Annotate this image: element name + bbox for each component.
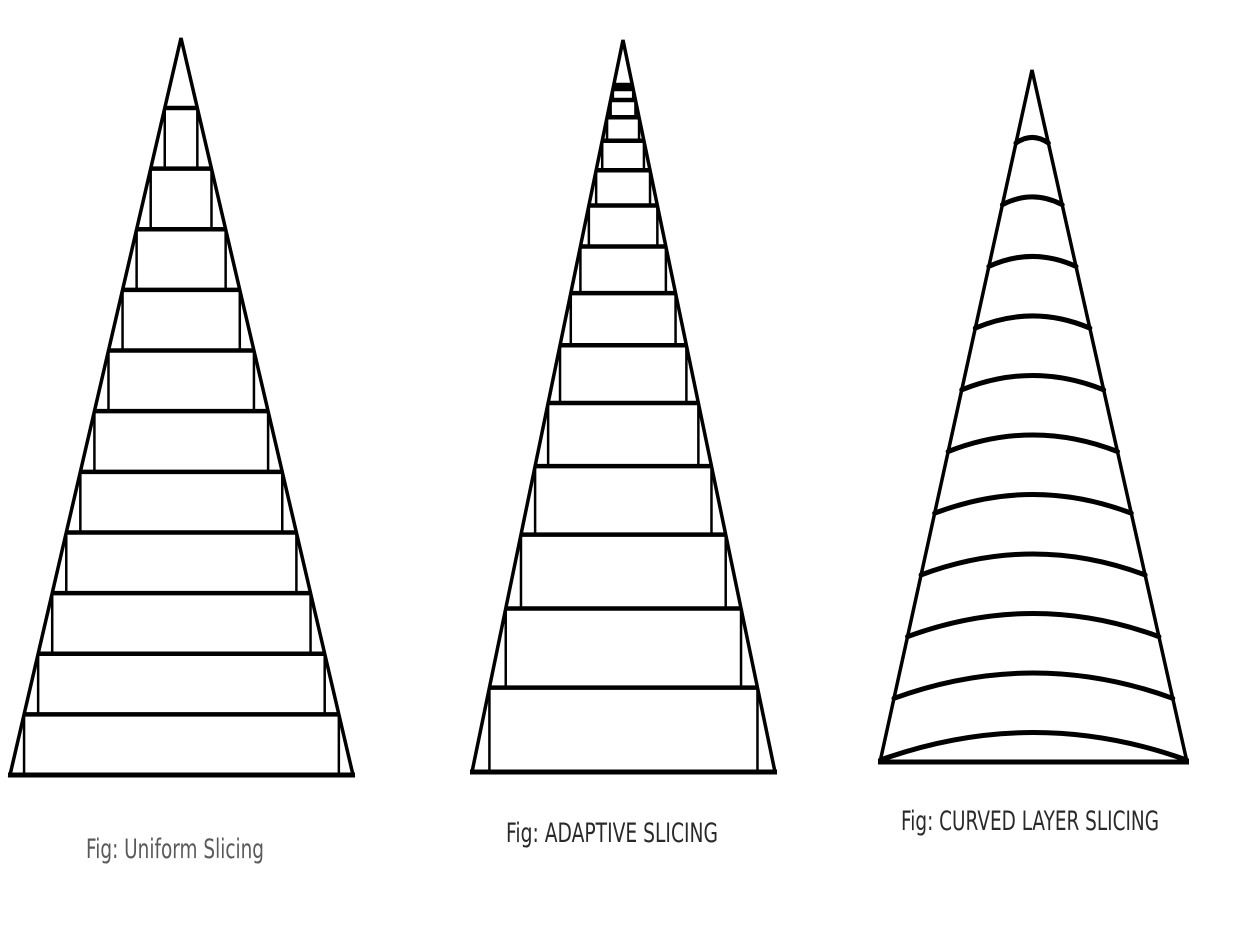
curved-layers bbox=[877, 134, 1190, 765]
adaptive-cone-outline bbox=[469, 39, 778, 774]
uniform-slicing-diagram: Fig: Uniform Slicing bbox=[7, 37, 356, 865]
curved-cone-outline bbox=[878, 69, 1189, 763]
uniform-cone-outline bbox=[7, 37, 356, 777]
curved-layer-7 bbox=[932, 492, 1134, 516]
curved-layer-9 bbox=[905, 611, 1162, 640]
curved-caption: Fig: CURVED LAYER SLICING bbox=[901, 806, 1159, 837]
uniform-caption: Fig: Uniform Slicing bbox=[86, 834, 264, 865]
curved-layer-8 bbox=[918, 551, 1148, 578]
curved-layer-1 bbox=[1013, 134, 1051, 146]
curved-layer-5 bbox=[959, 373, 1107, 393]
curved-slicing-diagram: Fig: CURVED LAYER SLICING bbox=[877, 69, 1190, 837]
adaptive-layers bbox=[488, 82, 759, 772]
curved-layer-2 bbox=[999, 194, 1065, 208]
adaptive-slicing-diagram: Fig: ADAPTIVE SLICING bbox=[469, 39, 778, 849]
curved-layer-11 bbox=[877, 730, 1190, 763]
curved-layer-6 bbox=[945, 432, 1120, 454]
adaptive-caption: Fig: ADAPTIVE SLICING bbox=[506, 818, 718, 849]
curved-layer-4 bbox=[972, 313, 1093, 331]
curved-layer-10 bbox=[891, 670, 1176, 701]
curved-layer-3 bbox=[986, 253, 1079, 269]
uniform-layers bbox=[22, 105, 341, 775]
